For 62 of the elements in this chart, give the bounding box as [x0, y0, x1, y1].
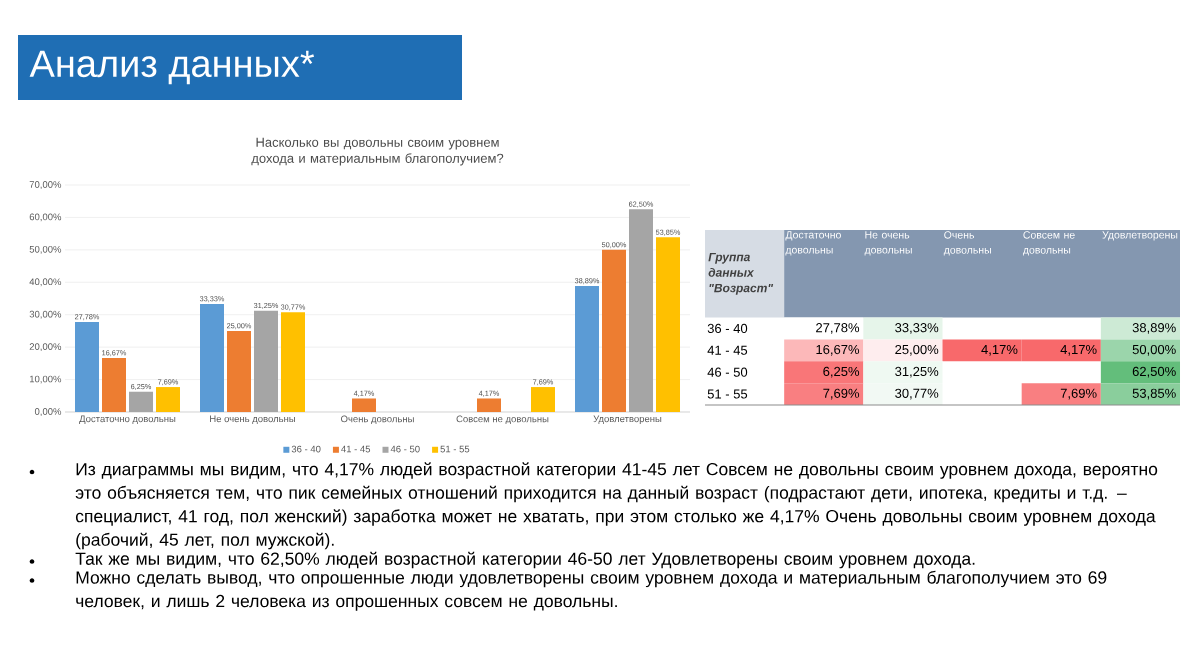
bar: [200, 303, 224, 412]
y-tick-label: 50,00%: [29, 245, 62, 254]
chart-title: Насколько вы довольны своим уровнем дохода и материальным благополучием?: [251, 137, 504, 166]
data-label: 50,00%: [1132, 344, 1176, 356]
text: Так же мы видим, что 62,50% людей возрастной категории 46-50 лет Удовлетворены своим уровнем дохода.: [75, 551, 975, 569]
x-tick-label: Удовлетворены: [1102, 231, 1178, 241]
y-tick-label: 51 - 55: [707, 389, 748, 399]
legend-label: 36 - 40: [291, 445, 321, 453]
legend-label: 41 - 45: [341, 445, 371, 453]
x-tick-label: Не очень довольны: [210, 415, 295, 424]
legend-label: 51 - 55: [440, 445, 470, 453]
data-label: 4,17%: [1060, 344, 1097, 356]
data-label: 4,17%: [981, 344, 1018, 356]
bar: [629, 209, 653, 412]
data-label: 7,69%: [1060, 388, 1097, 400]
y-tick-label: 41 - 45: [707, 345, 748, 355]
data-label: 62,50%: [1132, 366, 1176, 378]
x-tick-label: Совсем не довольны: [1022, 231, 1075, 256]
x-tick-label: Очень довольны: [341, 415, 414, 425]
bar: [156, 387, 180, 412]
text: Анализ данных*: [29, 50, 315, 85]
x-tick-label: Удовлетворены: [593, 415, 662, 425]
y-axis-title: Группа данных "Возраст": [708, 252, 774, 295]
bar: [656, 237, 681, 412]
y-tick-label: 46 - 50: [707, 367, 748, 377]
data-label: 16,67%: [816, 344, 860, 356]
data-label: 7,69%: [823, 388, 860, 400]
y-tick-label: 10,00%: [29, 375, 62, 384]
x-tick-label: Совсем не довольны: [456, 415, 549, 425]
bar: [602, 249, 627, 412]
x-tick-label: Достаточно довольны: [785, 231, 841, 256]
bar: [477, 398, 501, 412]
data-label: 30,77%: [895, 388, 939, 400]
bar: [227, 330, 251, 412]
bar: [281, 312, 305, 412]
data-label: 31,25%: [895, 366, 939, 378]
data-label: 53,85%: [1132, 388, 1176, 400]
data-label: 38,89%: [1132, 323, 1176, 334]
y-tick-label: 0,00%: [34, 408, 62, 416]
bar: [575, 285, 600, 412]
x-tick-label: Очень довольны: [943, 231, 991, 256]
bar: [254, 310, 278, 412]
bar: [102, 357, 126, 412]
y-tick-label: 70,00%: [29, 181, 62, 189]
x-tick-label: Достаточно довольны: [79, 415, 176, 424]
text: Можно сделать вывод, что опрошенные люди удовлетворены своим уровнем дохода и материальным благополучием это 69 человек, и лишь 2 человека из опрошенных совсем не довольны.: [76, 570, 1107, 611]
data-label: 6,25%: [823, 366, 860, 378]
data-label: 33,33%: [895, 323, 939, 334]
data-label: 25,00%: [895, 344, 939, 356]
legend-label: 46 - 50: [390, 445, 420, 453]
bar: [531, 387, 556, 412]
y-tick-label: 36 - 40: [707, 323, 748, 334]
bar: [75, 321, 99, 412]
bar: [352, 398, 376, 412]
bar: [129, 391, 153, 412]
text: Из диаграммы мы видим, что 4,17% людей возрастной категории 41-45 лет Совсем не довольны своим уровнем дохода, вероятно это объясняется тем, что пик семейных отношений приходится на данный возраст (подрастают дети, ипотека, кредиты и т.д. – специалист, 41 год, пол женский) заработка может не хватать, при этом столько же 4,17% Очень довольны своим уровнем дохода (рабочий, 45 лет, пол мужской).: [75, 462, 1158, 550]
y-tick-label: 30,00%: [29, 310, 62, 319]
y-tick-label: 20,00%: [29, 343, 62, 352]
y-tick-label: 40,00%: [29, 278, 62, 287]
data-label: 27,78%: [816, 323, 860, 334]
y-tick-label: 60,00%: [29, 213, 62, 222]
x-tick-label: Не очень довольны: [864, 231, 912, 256]
